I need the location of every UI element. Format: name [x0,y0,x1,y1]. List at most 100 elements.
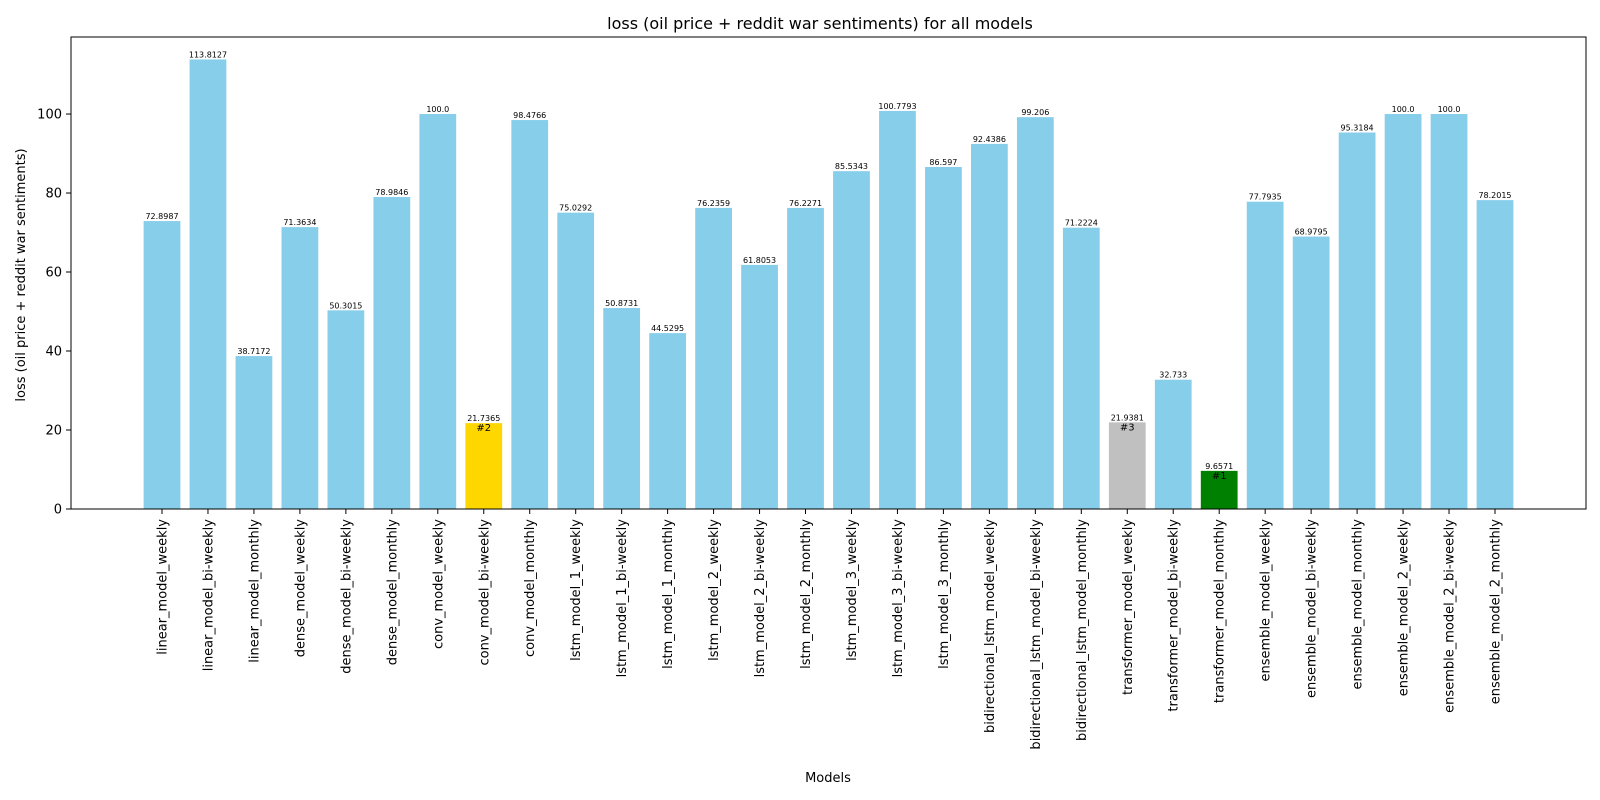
x-tick-label-conv_model_weekly: conv_model_weekly [431,519,446,649]
bar-lstm_model_3_weekly [833,171,870,509]
x-tick-label-ensemble_model_2_weekly: ensemble_model_2_weekly [1397,519,1412,697]
bar-transformer_model_bi-weekly [1154,379,1192,509]
bar-lstm_model_3_monthly [925,166,962,509]
value-label-ensemble_model_weekly: 77.7935 [1249,193,1282,202]
value-label-transformer_model_weekly: 21.9381 [1111,413,1144,422]
bar-lstm_model_2_bi-weekly [741,264,778,509]
value-label-conv_model_bi-weekly: 21.7365 [467,414,500,423]
x-tick-label-lstm_model_1_bi-weekly: lstm_model_1_bi-weekly [615,519,630,678]
bar-ensemble_model_bi-weekly [1292,236,1330,509]
bar-transformer_model_weekly [1108,422,1146,509]
x-axis: linear_model_weekly linear_model_bi-weekl… [156,509,1503,750]
y-tick-label: 80 [45,187,62,202]
chart-title: loss (oil price + reddit war sentiments)… [607,14,1033,33]
x-tick-label-ensemble_model_2_monthly: ensemble_model_2_monthly [1488,519,1503,705]
value-label-ensemble_model_2_weekly: 100.0 [1392,105,1415,114]
x-tick-label-transformer_model_bi-weekly: transformer_model_bi-weekly [1167,519,1182,712]
y-tick-label: 60 [45,266,62,281]
value-label-dense_model_monthly: 78.9846 [375,188,408,197]
x-tick-label-conv_model_bi-weekly: conv_model_bi-weekly [477,519,492,666]
value-label-lstm_model_1_bi-weekly: 50.8731 [605,299,638,308]
value-label-transformer_model_monthly: 9.6571 [1205,462,1233,471]
x-axis-label: Models [805,771,851,786]
value-label-lstm_model_2_monthly: 76.2271 [789,199,822,208]
value-label-ensemble_model_bi-weekly: 68.9795 [1295,228,1328,237]
x-tick-label-lstm_model_2_monthly: lstm_model_2_monthly [799,519,814,669]
bar-conv_model_weekly [419,114,457,509]
value-label-lstm_model_2_bi-weekly: 61.8053 [743,256,776,265]
x-tick-label-lstm_model_1_weekly: lstm_model_1_weekly [569,519,584,661]
rank-label-conv_model_bi-weekly: #2 [476,423,491,434]
bar-ensemble_model_2_monthly [1476,200,1514,510]
value-label-lstm_model_1_monthly: 44.5295 [651,324,684,333]
value-label-conv_model_weekly: 100.0 [426,105,449,114]
x-tick-label-transformer_model_weekly: transformer_model_weekly [1121,519,1136,695]
bar-transformer_model_monthly [1200,470,1238,509]
value-label-ensemble_model_monthly: 95.3184 [1341,124,1374,133]
bar-lstm_model_1_bi-weekly [603,308,641,509]
x-tick-label-dense_model_weekly: dense_model_weekly [293,519,308,658]
x-tick-label-bidirectional_lstm_model_monthly: bidirectional_lstm_model_monthly [1075,519,1090,741]
value-label-lstm_model_3_weekly: 85.5343 [835,162,868,171]
x-tick-label-lstm_model_3_bi-weekly: lstm_model_3_bi-weekly [891,519,906,678]
bar-lstm_model_1_weekly [557,212,595,509]
value-label-bidirectional_lstm_model_monthly: 71.2224 [1065,219,1098,228]
value-label-linear_model_weekly: 72.8987 [145,212,178,221]
value-label-bidirectional_lstm_model_weekly: 92.4386 [973,135,1006,144]
value-label-lstm_model_1_weekly: 75.0292 [559,204,592,213]
x-tick-label-lstm_model_3_monthly: lstm_model_3_monthly [937,519,952,669]
x-tick-label-linear_model_weekly: linear_model_weekly [156,519,171,655]
bar-lstm_model_2_monthly [787,207,824,510]
bar-dense_model_weekly [281,227,319,509]
x-tick-label-linear_model_monthly: linear_model_monthly [247,519,262,663]
value-label-lstm_model_2_weekly: 76.2359 [697,199,730,208]
bar-ensemble_model_2_weekly [1384,114,1422,509]
x-tick-label-bidirectional_lstm_model_bi-weekly: bidirectional_lstm_model_bi-weekly [1029,519,1044,750]
bar-conv_model_monthly [511,120,549,510]
value-label-transformer_model_bi-weekly: 32.733 [1159,371,1187,380]
x-tick-label-dense_model_bi-weekly: dense_model_bi-weekly [339,519,354,674]
bar-bidirectional_lstm_model_weekly [970,143,1008,509]
value-label-lstm_model_3_bi-weekly: 100.7793 [878,102,916,111]
bars-layer [143,59,1514,510]
value-label-lstm_model_3_monthly: 86.597 [929,158,957,167]
x-tick-label-dense_model_monthly: dense_model_monthly [385,519,400,666]
x-tick-label-lstm_model_3_weekly: lstm_model_3_weekly [845,519,860,661]
bar-ensemble_model_monthly [1338,132,1376,509]
value-label-linear_model_monthly: 38.7172 [237,347,270,356]
bar-lstm_model_2_weekly [695,207,732,509]
value-label-dense_model_weekly: 71.3634 [283,218,316,227]
x-tick-label-ensemble_model_weekly: ensemble_model_weekly [1259,519,1274,682]
bar-ensemble_model_2_bi-weekly [1430,114,1468,509]
x-tick-label-lstm_model_2_weekly: lstm_model_2_weekly [707,519,722,661]
x-tick-label-ensemble_model_2_bi-weekly: ensemble_model_2_bi-weekly [1443,519,1458,713]
bar-conv_model_bi-weekly [465,423,503,509]
rank-label-transformer_model_monthly: #1 [1212,471,1227,482]
value-label-linear_model_bi-weekly: 113.8127 [189,50,227,59]
bar-dense_model_bi-weekly [327,310,365,509]
y-tick-label: 100 [37,108,62,123]
bar-lstm_model_1_monthly [649,333,687,509]
y-tick-label: 0 [54,503,62,518]
bar-dense_model_monthly [373,197,411,510]
x-tick-label-transformer_model_monthly: transformer_model_monthly [1213,519,1228,703]
bar-bidirectional_lstm_model_monthly [1062,227,1100,510]
x-tick-label-lstm_model_1_monthly: lstm_model_1_monthly [661,519,676,669]
rank-label-transformer_model_weekly: #3 [1120,422,1135,433]
x-tick-label-lstm_model_2_bi-weekly: lstm_model_2_bi-weekly [753,519,768,678]
y-axis-label: loss (oil price + reddit war sentiments) [14,148,29,401]
x-tick-label-linear_model_bi-weekly: linear_model_bi-weekly [201,519,216,672]
x-tick-label-ensemble_model_monthly: ensemble_model_monthly [1351,519,1366,690]
value-label-conv_model_monthly: 98.4766 [513,111,546,120]
value-label-dense_model_bi-weekly: 50.3015 [329,301,362,310]
bar-linear_model_weekly [143,221,181,510]
y-tick-label: 40 [45,345,62,360]
x-tick-label-bidirectional_lstm_model_weekly: bidirectional_lstm_model_weekly [983,519,998,733]
bar-linear_model_monthly [235,356,273,509]
y-tick-label: 20 [45,424,62,439]
plot-frame [70,36,1587,510]
y-axis: 0 20 40 60 80 100 [37,108,71,518]
value-label-bidirectional_lstm_model_bi-weekly: 99.206 [1021,108,1049,117]
value-labels-layer: 72.8987 113.8127 38.7172 71.3634 50.3015 78.9… [145,50,1511,481]
